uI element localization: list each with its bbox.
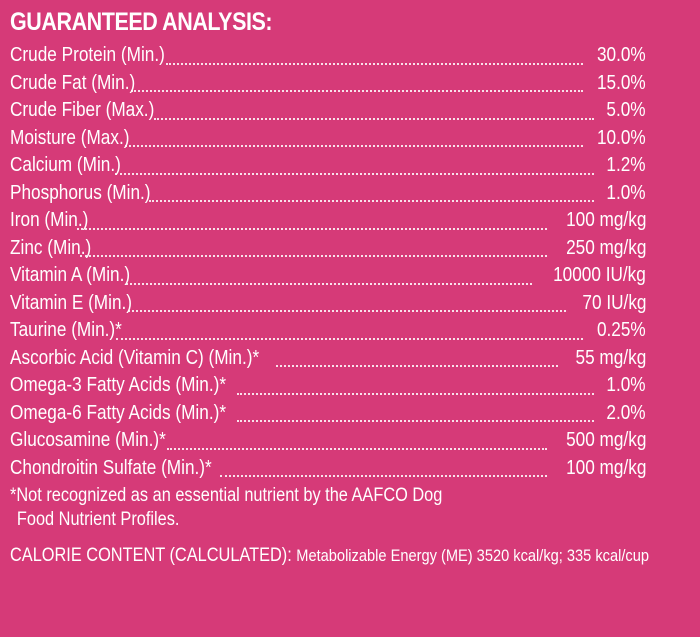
nutrient-label: Phosphorus (Min.) — [10, 181, 151, 204]
analysis-row: Phosphorus (Min.) 1.0% — [10, 180, 646, 208]
nutrient-value: 250 mg/kg — [565, 236, 646, 259]
analysis-row: Crude Protein (Min.) 30.0% — [10, 42, 646, 70]
aafco-footnote: *Not recognized as an essential nutrient… — [10, 484, 595, 532]
dot-leader — [153, 117, 595, 120]
analysis-row: Taurine (Min.)* 0.25% — [10, 317, 646, 345]
nutrient-value: 55 mg/kg — [575, 346, 646, 369]
analysis-row: Ascorbic Acid (Vitamin C) (Min.)* 55 mg/… — [10, 345, 646, 373]
analysis-row: Vitamin A (Min.) 10000 IU/kg — [10, 262, 646, 290]
analysis-row: Crude Fiber (Max.) 5.0% — [10, 97, 646, 125]
analysis-row: Omega-3 Fatty Acids (Min.)* 1.0% — [10, 372, 646, 400]
dot-leader — [237, 419, 595, 422]
calorie-text: Metabolizable Energy (ME) 3520 kcal/kg; … — [296, 546, 649, 565]
nutrient-label: Crude Fiber (Max.) — [10, 99, 155, 121]
dot-leader — [220, 474, 547, 477]
dot-leader — [127, 309, 566, 312]
nutrient-label: Omega-6 Fatty Acids (Min.)* — [10, 401, 227, 424]
analysis-table: Crude Protein (Min.) 30.0% Crude Fat (Mi… — [10, 42, 646, 482]
nutrient-value: 10.0% — [597, 126, 646, 149]
dot-leader — [275, 364, 558, 367]
dot-leader — [165, 62, 584, 65]
dot-leader — [80, 254, 547, 257]
nutrient-label: Ascorbic Acid (Vitamin C) (Min.)* — [10, 346, 260, 369]
footnote-line-2: Food Nutrient Profiles. — [16, 509, 180, 530]
nutrient-label: Crude Fat (Min.) — [10, 71, 136, 94]
nutrient-label: Iron (Min.) — [10, 209, 89, 231]
nutrient-label: Omega-3 Fatty Acids (Min.)* — [10, 374, 227, 396]
nutrient-value: 1.0% — [606, 374, 646, 396]
nutrient-label: Vitamin E (Min.) — [10, 291, 133, 314]
nutrient-label: Crude Protein (Min.) — [10, 44, 165, 66]
analysis-row: Crude Fat (Min.) 15.0% — [10, 70, 646, 98]
analysis-row: Zinc (Min.) 250 mg/kg — [10, 235, 646, 263]
analysis-heading: GUARANTEED ANALYSIS: — [10, 8, 273, 36]
footnote-line-1: *Not recognized as an essential nutrient… — [10, 485, 443, 506]
analysis-row: Iron (Min.) 100 mg/kg — [10, 207, 646, 235]
dot-leader — [237, 392, 595, 395]
nutrient-value: 5.0% — [606, 99, 646, 121]
nutrient-value: 100 mg/kg — [565, 209, 646, 231]
dot-leader — [167, 447, 547, 450]
dot-leader — [149, 199, 595, 202]
analysis-row: Chondroitin Sulfate (Min.)* 100 mg/kg — [10, 455, 646, 483]
nutrient-label: Moisture (Max.) — [10, 126, 130, 149]
dot-leader — [131, 89, 584, 92]
dot-leader — [125, 282, 533, 285]
nutrient-value: 0.25% — [597, 319, 646, 341]
nutrient-value: 1.0% — [606, 181, 646, 204]
nutrient-label: Glucosamine (Min.)* — [10, 429, 166, 451]
dot-leader — [115, 337, 584, 340]
nutrient-label: Vitamin A (Min.) — [10, 264, 131, 286]
nutrient-value: 500 mg/kg — [565, 429, 646, 451]
guaranteed-analysis-panel: GUARANTEED ANALYSIS: Crude Protein (Min.… — [10, 6, 690, 568]
nutrient-value: 2.0% — [606, 401, 646, 424]
analysis-row: Moisture (Max.) 10.0% — [10, 125, 646, 153]
nutrient-value: 70 IU/kg — [581, 291, 646, 314]
nutrient-value: 10000 IU/kg — [553, 264, 646, 286]
dot-leader — [76, 227, 547, 230]
calorie-label: CALORIE CONTENT (CALCULATED): — [10, 545, 292, 566]
analysis-row: Vitamin E (Min.) 70 IU/kg — [10, 290, 646, 318]
nutrient-value: 30.0% — [597, 44, 646, 66]
dot-leader — [114, 172, 595, 175]
calorie-content: CALORIE CONTENT (CALCULATED): Metaboliza… — [10, 544, 649, 568]
nutrient-value: 100 mg/kg — [565, 456, 646, 479]
nutrient-label: Zinc (Min.) — [10, 236, 92, 259]
analysis-row: Omega-6 Fatty Acids (Min.)* 2.0% — [10, 400, 646, 428]
nutrient-value: 15.0% — [597, 71, 646, 94]
nutrient-label: Chondroitin Sulfate (Min.)* — [10, 456, 212, 479]
nutrient-value: 1.2% — [606, 154, 646, 176]
analysis-row: Glucosamine (Min.)* 500 mg/kg — [10, 427, 646, 455]
nutrient-label: Calcium (Min.) — [10, 154, 121, 176]
analysis-row: Calcium (Min.) 1.2% — [10, 152, 646, 180]
dot-leader — [124, 144, 584, 147]
nutrient-label: Taurine (Min.)* — [10, 319, 122, 341]
